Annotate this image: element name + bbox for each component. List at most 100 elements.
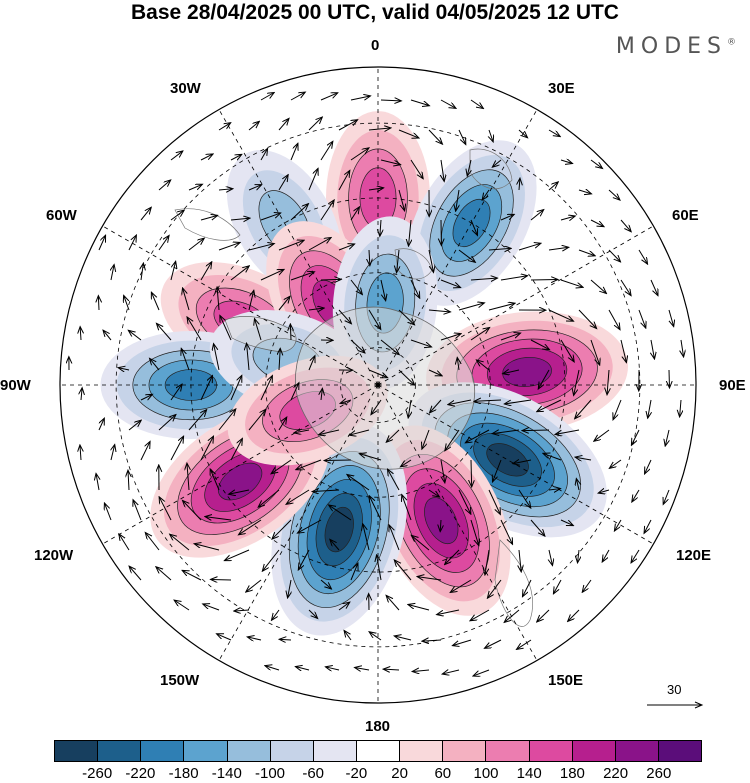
wind-arrow	[218, 189, 232, 190]
wind-arrow	[539, 369, 550, 388]
wind-arrow	[140, 208, 151, 221]
wind-arrow	[537, 609, 550, 621]
wind-arrow	[395, 561, 412, 581]
wind-arrow	[380, 159, 400, 165]
wind-arrow	[170, 152, 182, 161]
wind-arrow	[398, 129, 418, 138]
wind-arrow	[157, 567, 172, 581]
wind-arrow	[409, 605, 430, 611]
wind-arrow	[130, 567, 142, 581]
reference-arrow-icon	[647, 701, 704, 709]
wind-arrow	[218, 123, 230, 131]
wind-arrow	[578, 190, 591, 194]
wind-arrow	[187, 464, 189, 491]
wind-arrow	[119, 368, 130, 370]
wind-arrow	[299, 549, 310, 569]
wind-arrow	[410, 159, 423, 178]
wind-arrow	[183, 571, 202, 581]
wind-arrow	[248, 185, 261, 191]
wind-arrow	[388, 470, 400, 491]
wind-arrow	[680, 399, 681, 416]
wind-arrow	[230, 218, 249, 220]
lon-label-90w: 90W	[0, 377, 31, 394]
wind-arrow	[128, 471, 129, 491]
polar-map	[59, 66, 697, 704]
wind-arrow	[170, 437, 183, 461]
wind-arrow	[308, 357, 315, 371]
wind-arrow	[338, 120, 357, 131]
colorbar-tick-label: -20	[345, 765, 368, 782]
wind-arrow	[422, 429, 430, 448]
wind-arrow	[470, 219, 477, 235]
meridian-line	[377, 384, 654, 545]
colorbar-segment	[313, 741, 357, 761]
wind-arrow	[124, 296, 130, 311]
wind-arrow	[225, 549, 250, 560]
wind-arrow	[608, 189, 619, 199]
wind-arrow	[519, 549, 521, 571]
lon-label-120e: 120E	[676, 547, 712, 564]
wind-arrow	[288, 579, 291, 597]
wind-arrow	[355, 668, 370, 670]
wind-arrow	[290, 144, 298, 161]
wind-arrow	[544, 454, 562, 461]
wind-arrow	[248, 410, 265, 431]
wind-arrow	[428, 489, 439, 496]
wind-arrow	[278, 175, 288, 191]
wind-arrow	[575, 399, 592, 418]
wind-arrow	[590, 159, 602, 168]
wind-arrow	[152, 293, 160, 311]
colorbar-tick-label: -100	[254, 765, 286, 782]
wind-arrow	[519, 179, 520, 191]
wind-arrow	[230, 155, 241, 160]
page-title: Base 28/04/2025 00 UTC, valid 04/05/2025…	[131, 1, 619, 24]
wind-arrow	[290, 204, 308, 221]
wind-arrow	[615, 519, 622, 530]
colorbar-tick-label: -220	[125, 765, 156, 782]
wind-arrow	[133, 501, 142, 521]
wind-arrow	[280, 639, 292, 640]
wind-arrow	[560, 216, 574, 220]
wind-arrow	[458, 129, 465, 144]
colorbar-tick-label: -180	[168, 765, 199, 782]
wind-arrow	[188, 410, 206, 431]
lon-label-60w: 60W	[46, 207, 77, 224]
wind-arrow	[230, 439, 242, 461]
colorbar-segment	[572, 741, 616, 761]
wind-arrow	[200, 216, 217, 220]
wind-arrow	[170, 262, 175, 281]
wind-arrow	[620, 279, 631, 295]
wind-arrow	[668, 309, 673, 326]
wind-arrow	[398, 189, 404, 210]
wind-arrow	[80, 446, 81, 461]
wind-arrow	[259, 489, 280, 507]
wind-arrow	[350, 429, 370, 435]
wind-arrow	[560, 519, 573, 525]
wind-arrow	[560, 279, 582, 287]
wind-arrow	[505, 609, 520, 622]
wind-arrow	[583, 579, 592, 592]
wind-arrow	[488, 489, 500, 514]
colorbar-tick-label: 140	[516, 765, 542, 782]
wind-arrow	[140, 395, 152, 400]
wind-arrow	[195, 544, 220, 551]
wind-arrow	[548, 182, 558, 191]
wind-arrow	[290, 272, 314, 281]
colorbar-tick-label: -60	[302, 765, 325, 782]
wind-arrow	[648, 399, 651, 417]
wind-arrow	[485, 549, 490, 574]
colorbar-segment	[270, 741, 314, 761]
wind-arrow	[331, 540, 340, 551]
wind-arrow	[255, 320, 262, 341]
wind-arrow	[398, 309, 414, 324]
wind-arrow	[260, 149, 267, 161]
wind-arrow	[445, 549, 460, 564]
wind-arrow	[620, 339, 626, 362]
wind-arrow	[440, 519, 441, 531]
wind-arrow	[489, 129, 493, 141]
wind-arrow	[338, 171, 349, 191]
wind-arrow	[368, 369, 387, 377]
wind-arrow	[320, 142, 332, 161]
wind-arrow	[549, 549, 552, 565]
colorbar-tick-label: 60	[434, 765, 452, 782]
